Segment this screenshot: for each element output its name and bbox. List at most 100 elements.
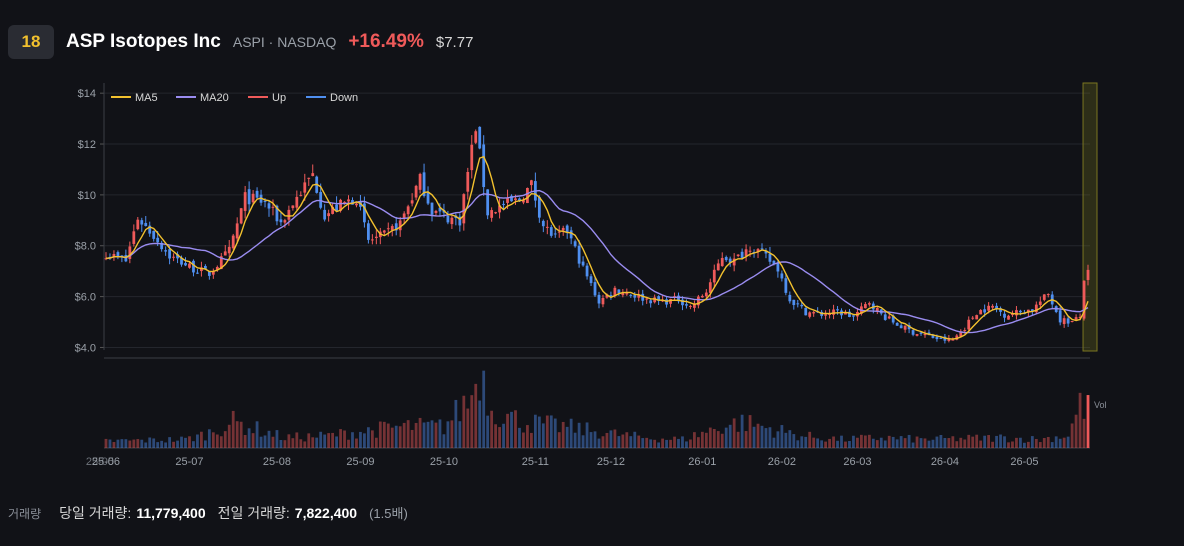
candle (661, 295, 664, 303)
candle (279, 211, 283, 227)
candle-body (370, 239, 374, 241)
volume-bar (581, 435, 585, 448)
volume-bar (359, 431, 362, 448)
candle-body (351, 200, 354, 205)
candle-body (116, 252, 120, 257)
candle-body (541, 220, 545, 227)
candle (462, 193, 466, 231)
volume-bar (438, 419, 442, 448)
volume-bar (732, 418, 736, 448)
candle-body (152, 230, 156, 239)
candle (140, 217, 144, 232)
candle-body (172, 256, 175, 258)
candle (557, 225, 561, 238)
candle (629, 293, 633, 298)
volume-bar (577, 422, 581, 448)
candle (788, 291, 792, 304)
candle-body (669, 298, 672, 304)
candle-body (498, 205, 501, 213)
candle-body (800, 304, 804, 307)
volume-bar (466, 408, 470, 448)
volume-bar (211, 432, 215, 448)
volume-bar (335, 436, 338, 448)
volume-bar (347, 439, 350, 448)
candle (915, 333, 919, 337)
y-tick-label: $8.0 (75, 241, 96, 253)
candle-body (215, 266, 219, 270)
candle (1042, 294, 1046, 302)
candle-body (1015, 310, 1018, 316)
volume-bar (283, 440, 287, 448)
candle (545, 220, 549, 235)
candle (971, 315, 975, 320)
volume-bar (923, 438, 927, 448)
volume-bar (279, 439, 283, 448)
candle-body (235, 223, 239, 239)
candle-body (251, 193, 255, 203)
candle (160, 240, 164, 252)
volume-bar (450, 420, 454, 448)
candle (967, 316, 971, 333)
volume-bar (1007, 442, 1010, 448)
candle (577, 240, 581, 268)
candle-body (156, 237, 160, 243)
candle (732, 253, 736, 272)
candle-body (549, 227, 553, 236)
volume-bar (812, 437, 816, 448)
candle-body (402, 213, 406, 218)
volume-bar (677, 438, 680, 448)
prev-volume-value: 7,822,400 (294, 505, 358, 521)
volume-bar (744, 431, 748, 448)
candle-body (653, 297, 657, 303)
candle (128, 241, 132, 264)
candle-body (386, 228, 390, 230)
volume-bar (820, 440, 824, 448)
volume-bar (1015, 437, 1018, 448)
candle-body (104, 258, 108, 260)
volume-bar (728, 424, 732, 448)
candle-body (502, 203, 505, 205)
candle (112, 250, 116, 261)
y-tick-label: $14 (78, 88, 96, 100)
candle (903, 325, 907, 333)
volume-bar (685, 441, 688, 448)
candle (756, 247, 760, 259)
volume-bar (287, 434, 291, 448)
today-volume-value: 11,779,400 (136, 505, 206, 521)
candle-body (219, 256, 223, 270)
volume-bar (836, 440, 839, 448)
company-name[interactable]: ASP Isotopes Inc (66, 31, 221, 52)
volume-bar (895, 439, 899, 448)
volume-bar (311, 437, 315, 448)
volume-bar (601, 436, 605, 448)
volume-bar (164, 442, 168, 448)
candle (307, 177, 311, 186)
candle (295, 190, 299, 211)
candle-body (633, 295, 637, 298)
candle-body (848, 311, 851, 318)
candle (219, 252, 223, 270)
volume-bar (609, 430, 613, 448)
candle-body (975, 315, 979, 320)
candle-body (875, 307, 879, 312)
candle (541, 219, 545, 233)
rank-badge: 18 (8, 25, 54, 59)
candle (919, 331, 923, 336)
volume-bar (271, 436, 275, 448)
volume-bar (180, 436, 183, 448)
candle-body (605, 294, 609, 298)
candle (867, 301, 871, 307)
volume-bar (589, 432, 593, 448)
volume-bar (541, 423, 545, 448)
volume-bar (382, 421, 386, 448)
volume-bar (327, 433, 331, 448)
volume-bar (848, 440, 851, 448)
legend-item-ma5: MA5 (111, 92, 158, 104)
volume-bar (808, 431, 812, 448)
volume-bar (617, 436, 621, 448)
volume-bar (1086, 395, 1090, 448)
volume-bar (192, 441, 195, 448)
x-tick-label: 25-09 (346, 456, 374, 468)
candle-body (852, 315, 855, 317)
